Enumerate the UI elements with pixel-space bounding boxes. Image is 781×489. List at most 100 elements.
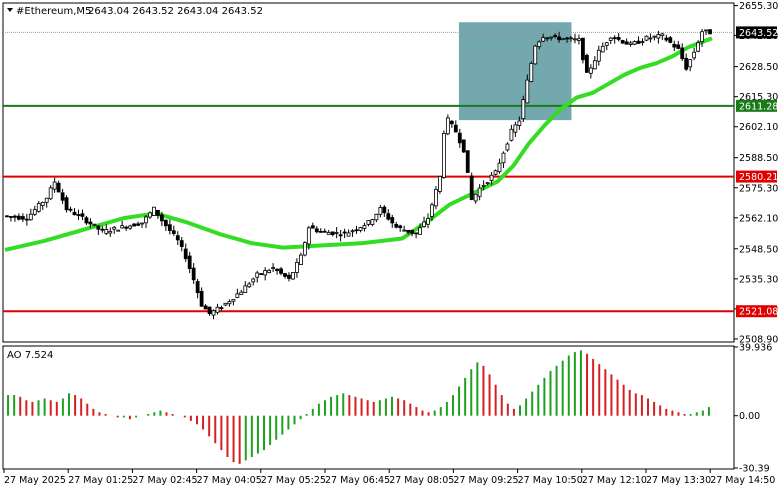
candle-body [148, 212, 152, 218]
candle-body [632, 41, 637, 45]
symbol-dropdown-icon[interactable] [7, 8, 13, 12]
y-tick-label: 2562.10 [739, 213, 778, 224]
candle-body [295, 262, 299, 273]
candle-body [179, 240, 184, 247]
candle-body [108, 231, 113, 234]
candle [140, 222, 144, 228]
candle [441, 130, 446, 179]
candle [17, 213, 21, 221]
candle [299, 252, 303, 266]
candle [394, 221, 399, 229]
candle [84, 215, 89, 225]
candle [521, 95, 526, 122]
candle-body [267, 270, 272, 273]
candle-body [299, 254, 303, 265]
candle [592, 56, 597, 70]
candle [112, 225, 117, 234]
x-tick-label: 27 May 05:25 [261, 475, 326, 486]
candle-body [438, 176, 442, 192]
candle-body [584, 54, 589, 73]
candle [283, 272, 287, 279]
candle-body [704, 29, 708, 32]
candle-body [549, 36, 554, 39]
y-tick-label: 2575.30 [739, 183, 778, 194]
candle [52, 177, 57, 193]
candle-body [203, 305, 208, 310]
candle-body [9, 216, 13, 218]
candle-body [708, 29, 712, 35]
candle-body [52, 181, 57, 190]
y-tick-label: 2628.50 [739, 62, 778, 73]
candle-body [72, 211, 77, 216]
candle [704, 29, 708, 36]
candle [56, 180, 61, 193]
candle [461, 139, 466, 154]
candle [604, 41, 609, 51]
candle-body [402, 229, 407, 232]
candle [28, 208, 33, 221]
candle-body [410, 229, 415, 234]
candle [243, 281, 248, 294]
candle-body [545, 37, 550, 40]
x-tick-label: 27 May 2025 [4, 475, 66, 486]
candle [680, 43, 685, 62]
candle [187, 251, 192, 274]
candle-body [628, 42, 633, 45]
candle [453, 120, 458, 133]
candle-body [342, 231, 347, 234]
candle [465, 150, 470, 173]
candle [457, 128, 462, 148]
candle-body [672, 43, 677, 48]
candle [231, 299, 236, 306]
candle-body [48, 187, 53, 200]
x-tick-label: 27 May 04:05 [197, 475, 262, 486]
level-tag-label-1: 2580.21 [739, 172, 778, 183]
candle [40, 201, 45, 210]
level-tag-label-2: 2521.08 [739, 307, 778, 318]
candle [608, 36, 613, 44]
candle [485, 181, 490, 186]
candle-body [40, 202, 45, 206]
candle-body [660, 33, 665, 37]
candle-body [156, 209, 160, 216]
candle [545, 37, 550, 42]
x-tick-label: 27 May 01:25 [68, 475, 133, 486]
candle-body [588, 67, 593, 74]
candle-body [80, 213, 85, 217]
level-tag-2 [736, 305, 777, 318]
candle [124, 225, 129, 232]
candle [219, 305, 224, 311]
candle [239, 289, 244, 295]
candle [203, 304, 208, 310]
candle [179, 236, 184, 252]
candle-body [640, 41, 645, 44]
x-tick-label: 27 May 06:45 [325, 475, 390, 486]
levels-layer [3, 31, 734, 313]
candle-body [68, 208, 73, 211]
candle-body [656, 34, 661, 39]
candle-body [426, 218, 430, 225]
moving-average-line [4, 36, 713, 252]
candle [573, 33, 577, 44]
level-tag-0 [736, 99, 777, 112]
candle-body [378, 207, 383, 215]
candle-body [441, 132, 446, 178]
candle-body [255, 272, 260, 278]
candle [211, 309, 216, 320]
candle [32, 205, 37, 216]
candle-body [473, 193, 478, 202]
candle [438, 175, 442, 194]
candle-body [592, 60, 597, 70]
candle [148, 211, 152, 220]
candle [163, 219, 168, 231]
candle [505, 142, 510, 152]
candle [251, 277, 256, 286]
candle [418, 223, 422, 235]
candle-body [505, 143, 510, 151]
candle [668, 35, 673, 44]
candle-body [596, 49, 601, 62]
candle [509, 124, 514, 142]
candle-body [163, 219, 168, 227]
